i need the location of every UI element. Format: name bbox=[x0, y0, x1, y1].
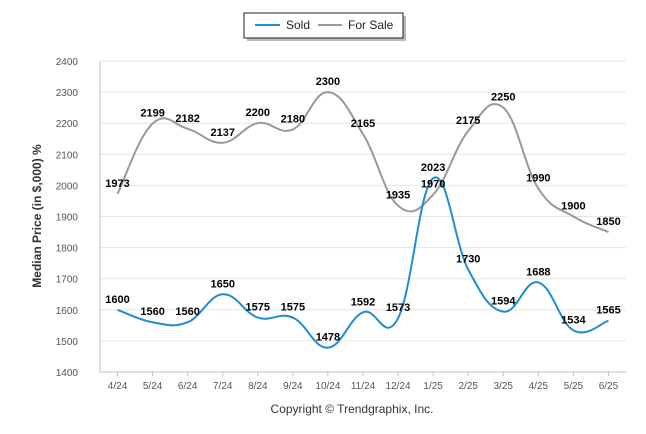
sold-data-label: 1560 bbox=[175, 306, 199, 318]
for-sale-data-label: 1990 bbox=[526, 173, 550, 185]
sold-data-label: 1730 bbox=[456, 253, 480, 265]
sold-data-label: 1478 bbox=[316, 332, 340, 344]
y-axis-title: Median Price (in $,000) % bbox=[30, 144, 44, 288]
x-tick-label: 4/24 bbox=[108, 381, 128, 392]
for-sale-data-label: 1900 bbox=[561, 201, 585, 213]
y-tick-label: 2100 bbox=[56, 150, 79, 161]
sold-data-label: 1592 bbox=[351, 296, 375, 308]
for-sale-data-label: 2180 bbox=[281, 113, 305, 125]
sold-data-label: 1573 bbox=[386, 302, 410, 314]
sold-data-label: 1534 bbox=[561, 314, 586, 326]
copyright-text: Copyright © Trendgraphix, Inc. bbox=[271, 402, 434, 416]
y-tick-label: 1700 bbox=[56, 275, 79, 286]
y-axis-ticks: 1400 1500 1600 1700 1800 1900 2000 2100 2200 2300… bbox=[56, 57, 79, 379]
y-tick-label: 1400 bbox=[56, 368, 79, 379]
for-sale-data-label: 2200 bbox=[246, 107, 270, 119]
legend-forsale-label: For Sale bbox=[348, 18, 394, 32]
x-tick-label: 6/24 bbox=[178, 381, 198, 392]
for-sale-data-label: 2250 bbox=[491, 92, 515, 104]
sold-data-label: 1575 bbox=[281, 302, 305, 314]
for-sale-data-label: 1850 bbox=[596, 216, 620, 228]
for-sale-data-label: 2137 bbox=[210, 127, 234, 139]
legend: Sold For Sale bbox=[243, 12, 406, 41]
sold-data-label: 1575 bbox=[246, 302, 270, 314]
sold-data-label: 1688 bbox=[526, 266, 550, 278]
y-tick-label: 1500 bbox=[56, 337, 79, 348]
x-tick-label: 7/24 bbox=[213, 381, 233, 392]
x-tick-label: 10/24 bbox=[315, 381, 340, 392]
for-sale-data-label: 2175 bbox=[456, 115, 480, 127]
x-tick-label: 5/25 bbox=[564, 381, 584, 392]
y-tick-label: 2300 bbox=[56, 88, 79, 99]
sold-data-label: 2023 bbox=[421, 162, 445, 174]
for-sale-data-label: 2182 bbox=[175, 113, 199, 125]
x-axis-ticks: 4/24 5/24 6/24 7/24 8/24 9/24 10/24 11/24 12/24 1… bbox=[108, 372, 619, 392]
series-lines bbox=[116, 91, 609, 349]
legend-sold-label: Sold bbox=[286, 18, 310, 32]
x-tick-label: 8/24 bbox=[248, 381, 268, 392]
for-sale-data-label: 1935 bbox=[386, 190, 410, 202]
y-tick-label: 2000 bbox=[56, 181, 79, 192]
y-tick-label: 2400 bbox=[56, 57, 79, 68]
y-tick-label: 2200 bbox=[56, 119, 79, 130]
x-tick-label: 6/25 bbox=[599, 381, 619, 392]
x-tick-label: 2/25 bbox=[458, 381, 478, 392]
sold-data-label: 1560 bbox=[140, 306, 164, 318]
for-sale-data-label: 2199 bbox=[140, 108, 164, 120]
y-tick-label: 1800 bbox=[56, 244, 79, 255]
sold-data-label: 1650 bbox=[210, 278, 234, 290]
sold-data-label: 1600 bbox=[105, 294, 129, 306]
y-tick-label: 1900 bbox=[56, 213, 79, 224]
x-tick-label: 11/24 bbox=[351, 381, 376, 392]
for-sale-data-label: 2165 bbox=[351, 118, 375, 130]
for-sale-data-label: 2300 bbox=[316, 76, 340, 88]
x-tick-label: 5/24 bbox=[143, 381, 163, 392]
sold-series-line bbox=[117, 176, 609, 349]
for-sale-data-label: 1973 bbox=[105, 178, 129, 190]
x-tick-label: 12/24 bbox=[386, 381, 411, 392]
y-tick-label: 1600 bbox=[56, 306, 79, 317]
x-tick-label: 9/24 bbox=[283, 381, 303, 392]
sold-data-label: 1594 bbox=[491, 296, 516, 308]
x-tick-label: 4/25 bbox=[529, 381, 549, 392]
for-sale-series-line bbox=[116, 91, 609, 233]
data-labels: 1600 1560 1560 1650 1575 1575 1478 1592 1573 2023… bbox=[105, 76, 620, 344]
x-tick-label: 1/25 bbox=[423, 381, 443, 392]
x-tick-label: 3/25 bbox=[494, 381, 514, 392]
for-sale-data-label: 1970 bbox=[421, 179, 445, 191]
sold-data-label: 1565 bbox=[596, 305, 620, 317]
